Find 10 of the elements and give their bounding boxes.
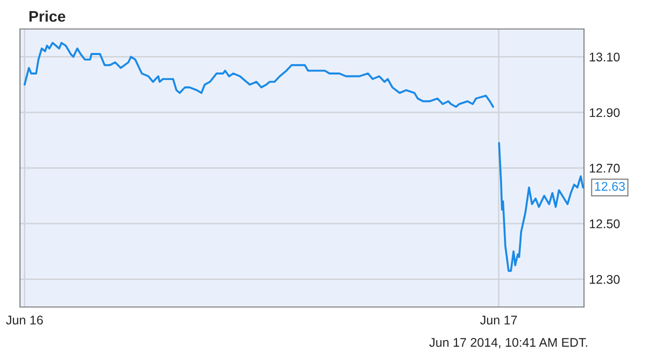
y-tick-label: 12.30 [590,275,620,284]
x-tick-label: Jun 16 [6,316,43,325]
y-tick-label: 12.50 [590,219,620,228]
chart-title: Price [29,10,66,22]
y-tick-label: 12.90 [590,108,620,118]
x-tick-label: Jun 17 [480,316,517,325]
y-tick-label: 13.10 [590,52,620,62]
y-tick-label: 12.70 [590,164,620,173]
text: Jun 17 2014, 10:41 AM EDT. [429,338,588,348]
annotation: 12.63 [595,182,625,191]
